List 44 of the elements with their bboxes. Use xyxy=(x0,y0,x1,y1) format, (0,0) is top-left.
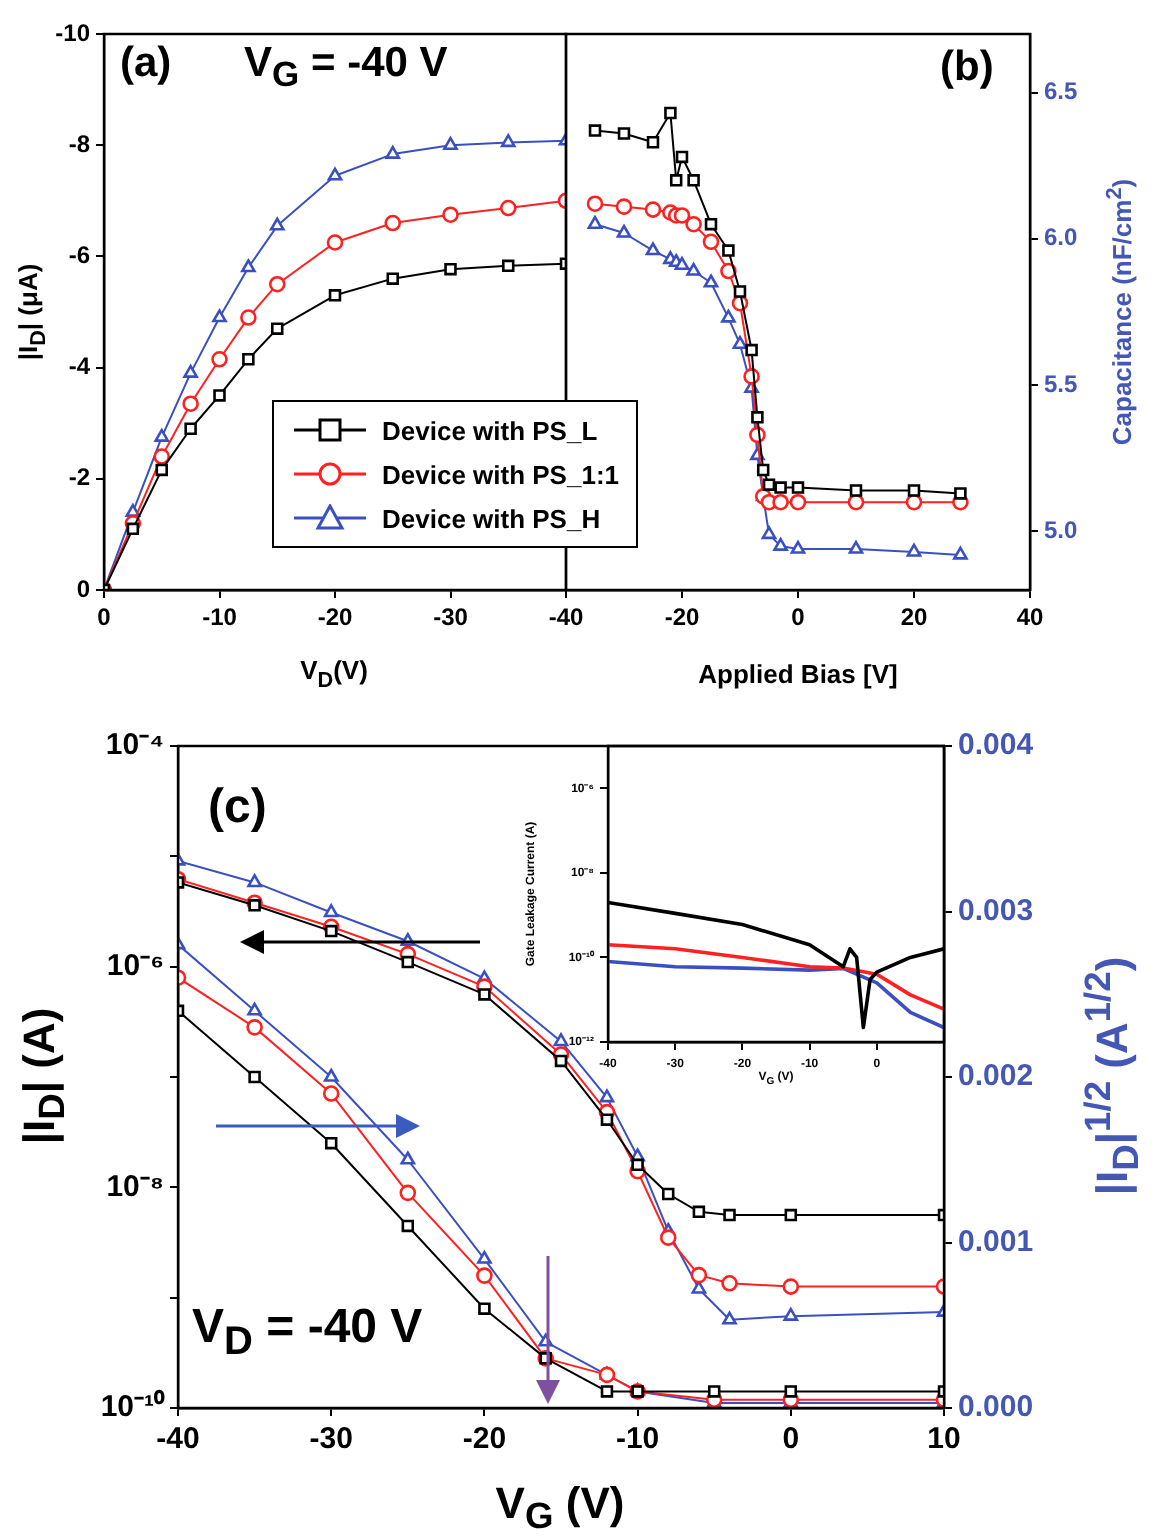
y2-tick-label: 0.000 xyxy=(958,1390,1034,1425)
annotation: (a) xyxy=(120,40,172,88)
x-tick-label: -20 xyxy=(462,1422,507,1457)
x-axis-title: V$_{G}$ (V) xyxy=(495,1477,625,1536)
y2-tick-label: 0.003 xyxy=(958,893,1034,928)
x-tick-label: 10 xyxy=(927,1422,961,1457)
annotation: (c) xyxy=(208,780,267,836)
x-tick-label: 0 xyxy=(782,1422,800,1457)
y-tick-label: 10⁻⁸ xyxy=(106,1169,164,1204)
y-tick-label: 10⁻⁶ xyxy=(106,948,164,983)
y-tick-label: -8 xyxy=(68,129,91,158)
y-tick-label: -2 xyxy=(68,463,91,492)
x-tick-label: -30 xyxy=(309,1422,353,1457)
annotation: V$_{G}$ = -40 V xyxy=(244,40,448,97)
y2-tick-label: 5.5 xyxy=(1044,369,1079,398)
y2-tick-label: 0.004 xyxy=(958,728,1035,763)
y-tick-label: 10⁻⁴ xyxy=(105,728,164,763)
x-axis-title: V$_{D}$(V) xyxy=(300,655,368,693)
x-tick-label: 40 xyxy=(1016,603,1044,632)
x-tick-label: -20 xyxy=(317,603,353,632)
legend-label: Device with PS_1:1 xyxy=(382,459,619,489)
x-tick-label: 20 xyxy=(900,603,928,632)
x-axis-title: Applied Bias [V] xyxy=(698,659,898,689)
x-tick-label: -40 xyxy=(548,603,584,632)
y2-tick-label: 6.0 xyxy=(1044,223,1079,252)
y2-tick-label: 0.001 xyxy=(958,1224,1034,1259)
x-tick-label: -10 xyxy=(615,1422,660,1457)
y2-tick-label: 6.5 xyxy=(1044,77,1079,106)
y-tick-label: -4 xyxy=(68,352,91,381)
x-tick-label: -10 xyxy=(202,603,238,632)
annotation: V$_{D}$ = -40 V xyxy=(192,1300,423,1366)
y-tick-label: 0 xyxy=(76,574,91,603)
y-tick-label: -6 xyxy=(68,241,91,270)
legend-label: Device with PS_L xyxy=(382,415,598,445)
y-tick-label: -10 xyxy=(55,18,91,47)
y2-tick-label: 5.0 xyxy=(1044,516,1079,545)
x-tick-label: -20 xyxy=(664,603,700,632)
x-tick-label: 0 xyxy=(791,603,806,632)
annotation: (b) xyxy=(940,44,994,92)
legend-label: Device with PS_H xyxy=(382,503,601,533)
x-tick-label: -40 xyxy=(156,1422,200,1457)
y2-tick-label: 0.002 xyxy=(958,1059,1034,1094)
x-tick-label: -30 xyxy=(433,603,469,632)
y-tick-label: 10⁻¹⁰ xyxy=(100,1388,166,1425)
